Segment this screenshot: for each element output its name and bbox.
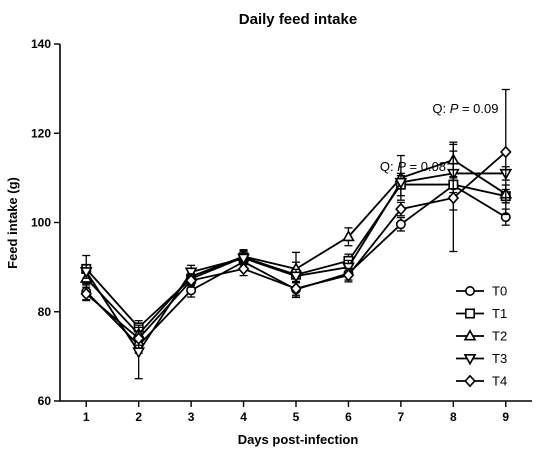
legend-item-t4: T4 [456,374,507,389]
x-tick-label: 6 [345,410,352,424]
legend: T0 T1 T2 T3 T4 [456,284,507,389]
y-tick-label: 60 [38,394,52,408]
legend-item-t0: T0 [456,284,507,299]
legend-label: T3 [492,351,507,366]
annotation-layer: Q: P = 0.09 Q: P = 0.08 [380,101,499,174]
data-point [237,253,250,266]
legend-label: T2 [492,329,507,344]
series-line [85,151,507,340]
legend-label: T4 [492,374,507,389]
legend-marker [464,285,475,296]
significance-annotation: Q: P = 0.08 [380,159,446,174]
legend-marker [464,308,475,319]
x-tick-label: 4 [240,410,247,424]
series-t4 [80,88,512,346]
data-point [184,267,198,279]
axes: 60 80 100 120 140 1 2 3 4 5 6 7 8 9 [31,37,532,424]
data-point [395,219,406,230]
legend-marker [464,374,476,388]
y-tick-label: 120 [31,126,51,140]
y-axis-label: Feed intake (g) [5,177,20,269]
data-point [447,191,460,205]
legend-label: T0 [492,284,507,299]
data-point [290,282,302,295]
y-tick-label: 80 [38,305,52,319]
legend-label: T1 [492,306,507,321]
series-line [85,159,507,336]
data-point [289,271,303,283]
data-point [342,229,355,242]
series-layer [79,88,513,380]
significance-annotation: Q: P = 0.09 [432,101,498,116]
legend-item-t1: T1 [456,306,507,321]
legend-item-t3: T3 [456,351,507,366]
x-tick-label: 8 [450,410,457,424]
y-tick-label: 100 [31,216,51,230]
legend-item-t2: T2 [456,329,507,344]
x-tick-label: 7 [398,410,405,424]
series-t2 [79,141,513,342]
data-point [499,145,512,159]
data-point [185,274,197,287]
x-axis-label: Days post-infection [238,432,359,447]
x-tick-label: 5 [293,410,300,424]
legend-marker [463,329,477,341]
chart-title: Daily feed intake [239,11,357,28]
data-point [342,268,355,282]
data-point [237,262,250,276]
x-tick-label: 3 [188,410,195,424]
data-point [79,267,93,279]
data-point [80,287,93,301]
data-point [395,202,407,216]
legend-marker [463,353,477,366]
x-tick-label: 1 [83,410,90,424]
y-tick-label: 140 [31,37,51,51]
series-t1 [81,172,511,335]
data-point [394,177,408,190]
x-tick-label: 2 [135,410,142,424]
data-point [132,332,145,345]
x-tick-label: 9 [502,410,509,424]
data-point [132,347,146,359]
